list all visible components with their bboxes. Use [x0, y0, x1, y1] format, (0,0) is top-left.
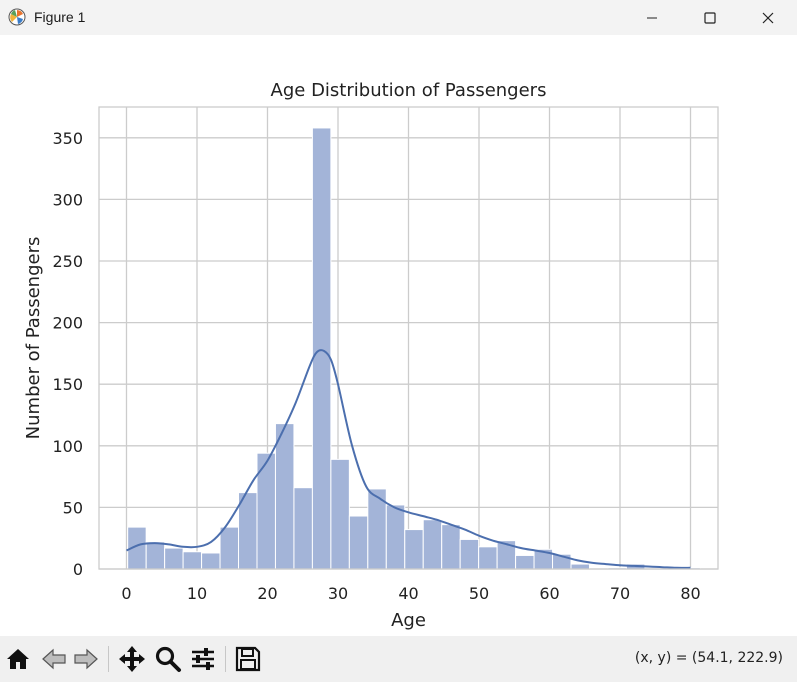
histogram-bar: [274, 423, 295, 570]
window-title: Figure 1: [34, 9, 86, 25]
y-tick-label: 50: [63, 498, 83, 517]
close-icon: [762, 12, 774, 23]
histogram-bar: [478, 546, 498, 570]
toolbar-separator: [225, 646, 226, 672]
save-button[interactable]: [233, 645, 263, 673]
maximize-icon: [704, 11, 716, 24]
matplotlib-icon: [8, 8, 26, 26]
histogram-bar: [441, 524, 461, 570]
arrow-right-icon: [74, 648, 98, 670]
chart-title: Age Distribution of Passengers: [271, 80, 547, 101]
y-tick-label: 0: [73, 560, 83, 579]
histogram-bar: [404, 529, 424, 570]
forward-button[interactable]: [71, 645, 101, 673]
minimize-button[interactable]: [623, 0, 681, 35]
histogram-bar: [164, 547, 184, 570]
move-icon: [119, 646, 145, 672]
pan-button[interactable]: [117, 645, 147, 673]
histogram-bar: [182, 551, 203, 570]
histogram-bar: [238, 492, 258, 570]
histogram-bar: [570, 563, 590, 570]
histogram-bar: [201, 552, 221, 570]
x-tick-label: 0: [121, 584, 131, 603]
x-tick-label: 30: [328, 584, 348, 603]
x-tick-label: 60: [539, 584, 559, 603]
window-titlebar: Figure 1: [0, 0, 797, 35]
x-axis-label: Age: [391, 610, 426, 631]
histogram-bar: [311, 127, 332, 570]
y-tick-label: 350: [52, 129, 83, 148]
cursor-coordinates: (x, y) = (54.1, 222.9): [634, 650, 783, 666]
y-tick-label: 200: [52, 314, 83, 333]
x-tick-label: 40: [398, 584, 418, 603]
y-tick-label: 250: [52, 252, 83, 271]
histogram-bar: [459, 538, 480, 570]
floppy-disk-icon: [235, 646, 261, 672]
y-axis-label: Number of Passengers: [23, 237, 44, 440]
navigation-toolbar: (x, y) = (54.1, 222.9): [0, 636, 797, 682]
x-tick-label: 50: [469, 584, 489, 603]
arrow-left-icon: [42, 648, 66, 670]
magnifier-icon: [155, 646, 181, 672]
histogram-bar: [330, 458, 350, 570]
histogram-bar: [422, 519, 443, 570]
x-tick-label: 10: [187, 584, 207, 603]
zoom-button[interactable]: [153, 645, 183, 673]
histogram-bar: [385, 504, 406, 570]
configure-subplots-button[interactable]: [188, 645, 218, 673]
figure-canvas[interactable]: 0 10 20 30 40 50 60 70 80 0 50 100 150 200 250 300 350 …: [0, 35, 797, 636]
histogram-bar: [293, 487, 313, 570]
kde-curve: [126, 349, 691, 569]
toolbar-separator: [108, 646, 109, 672]
back-button[interactable]: [39, 645, 69, 673]
maximize-button[interactable]: [681, 0, 739, 35]
x-tick-label: 20: [257, 584, 277, 603]
minimize-icon: [647, 17, 657, 18]
x-tick-label: 70: [610, 584, 630, 603]
histogram-bar: [145, 541, 166, 570]
sliders-icon: [192, 648, 214, 670]
close-button[interactable]: [739, 0, 797, 35]
x-tick-label: 80: [680, 584, 700, 603]
histogram-bar: [515, 554, 535, 570]
home-icon: [7, 649, 29, 669]
y-tick-label: 100: [52, 437, 83, 456]
histogram-bar: [219, 526, 240, 570]
y-tick-label: 150: [52, 375, 83, 394]
axes-frame: [98, 106, 719, 570]
home-button[interactable]: [3, 645, 33, 673]
histogram-bar: [348, 515, 369, 570]
y-tick-label: 300: [52, 190, 83, 209]
histogram-chart: 0 10 20 30 40 50 60 70 80 050100150200250300350 …: [23, 80, 719, 631]
